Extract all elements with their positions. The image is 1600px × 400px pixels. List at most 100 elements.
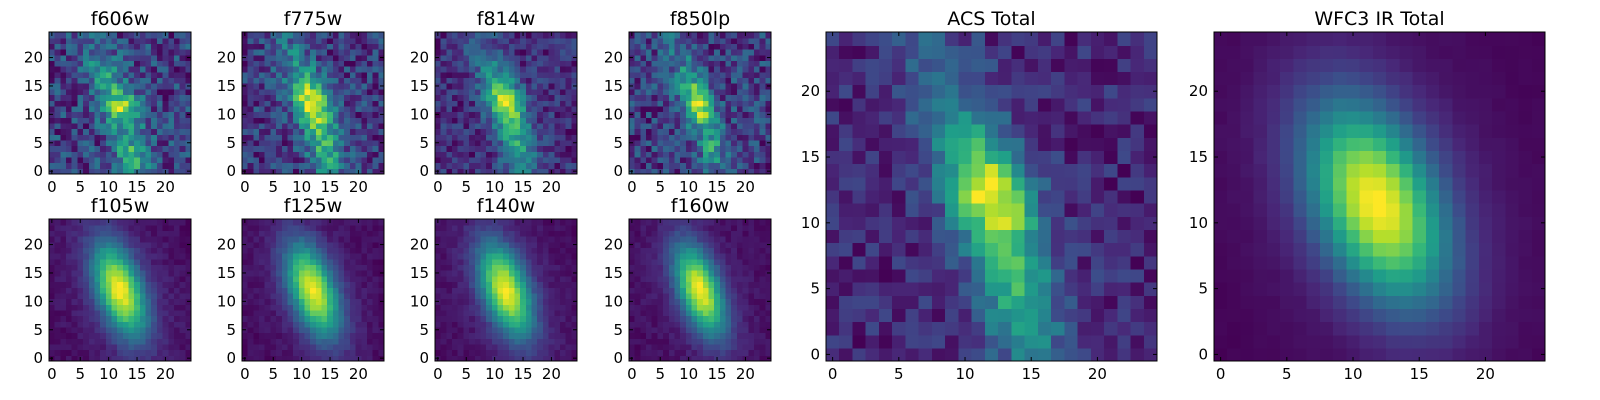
- heatmap-cell: [134, 241, 141, 248]
- heatmap-cell: [77, 270, 84, 277]
- heatmap-cell: [520, 145, 527, 152]
- heatmap-cell: [520, 230, 527, 237]
- heatmap-cell: [162, 275, 169, 283]
- heatmap-cell: [139, 224, 147, 231]
- heatmap-cell: [378, 162, 385, 169]
- heatmap-cell: [162, 343, 169, 351]
- heatmap-cell: [242, 151, 249, 158]
- heatmap-cell: [542, 60, 550, 67]
- heatmap-cell: [520, 105, 527, 113]
- heatmap-cell: [247, 230, 254, 237]
- heatmap-cell: [378, 145, 385, 152]
- heatmap-cell: [452, 281, 459, 288]
- heatmap-cell: [748, 298, 755, 305]
- heatmap-cell: [480, 304, 487, 311]
- heatmap-cell: [708, 100, 715, 107]
- heatmap-cell: [128, 258, 135, 266]
- heatmap-cell: [634, 105, 641, 113]
- heatmap-cell: [629, 338, 636, 345]
- panel-title: f814w: [477, 8, 536, 30]
- heatmap-cell: [748, 134, 755, 141]
- heatmap-cell: [634, 275, 641, 283]
- heatmap-cell: [663, 332, 670, 339]
- heatmap-cell: [168, 151, 175, 158]
- heatmap-cell: [349, 54, 357, 61]
- heatmap-cell: [725, 134, 732, 141]
- heatmap-cell: [531, 264, 538, 271]
- heatmap-cell: [344, 264, 351, 271]
- heatmap-cell: [134, 247, 141, 254]
- heatmap-cell: [640, 128, 647, 135]
- heatmap-cell: [71, 321, 78, 328]
- heatmap-cell: [565, 355, 572, 362]
- heatmap-cell: [49, 66, 56, 73]
- heatmap-cell: [463, 128, 470, 135]
- heatmap-cell: [554, 66, 561, 73]
- heatmap-cell: [139, 168, 147, 175]
- heatmap-cell: [719, 292, 727, 300]
- heatmap-cell: [634, 77, 641, 84]
- heatmap-cell: [514, 100, 521, 107]
- heatmap-cell: [151, 54, 158, 61]
- heatmap-cell: [736, 88, 744, 96]
- heatmap-cell: [372, 264, 379, 271]
- heatmap-cell: [378, 151, 385, 158]
- heatmap-cell: [657, 287, 664, 294]
- heatmap-cell: [542, 224, 550, 231]
- heatmap-cell: [542, 315, 550, 322]
- heatmap-cell: [668, 139, 676, 147]
- heatmap-cell: [537, 71, 544, 79]
- heatmap-cell: [162, 230, 169, 237]
- heatmap-cell: [742, 298, 749, 305]
- heatmap-cell: [145, 292, 152, 300]
- heatmap-cell: [304, 77, 311, 84]
- heatmap-cell: [270, 128, 277, 135]
- heatmap-cell: [344, 230, 351, 237]
- heatmap-cell: [338, 321, 345, 328]
- heatmap-cell: [298, 304, 306, 311]
- heatmap-cell: [372, 43, 379, 50]
- heatmap-cell: [247, 236, 254, 243]
- heatmap-cell: [554, 321, 561, 328]
- heatmap-cell: [503, 162, 510, 169]
- heatmap-cell: [508, 151, 516, 158]
- heatmap-cell: [691, 43, 698, 50]
- heatmap-cell: [173, 60, 181, 67]
- heatmap-cell: [697, 281, 704, 288]
- heatmap-cell: [315, 315, 323, 322]
- heatmap-cell: [247, 241, 254, 248]
- heatmap-cell: [122, 241, 130, 248]
- heatmap-cell: [145, 94, 152, 101]
- heatmap-cell: [361, 270, 368, 277]
- heatmap-cell: [156, 349, 164, 356]
- heatmap-cell: [759, 49, 766, 56]
- heatmap-cell: [663, 151, 670, 158]
- heatmap-cell: [685, 94, 693, 101]
- heatmap-cell: [361, 32, 368, 39]
- heatmap-cell: [54, 83, 61, 90]
- y-tick-label: 15: [410, 264, 429, 282]
- heatmap-cell: [162, 88, 169, 96]
- heatmap-cell: [111, 88, 118, 96]
- heatmap-cell: [298, 122, 306, 130]
- heatmap-cell: [725, 60, 732, 67]
- heatmap-cell: [293, 83, 300, 90]
- heatmap-cell: [122, 43, 130, 50]
- heatmap-cell: [366, 338, 374, 345]
- heatmap-cell: [503, 71, 510, 79]
- heatmap-cell: [554, 134, 561, 141]
- heatmap-cell: [88, 71, 96, 79]
- heatmap-cell: [162, 236, 169, 243]
- heatmap-cell: [469, 224, 476, 231]
- heatmap-cell: [100, 315, 107, 322]
- heatmap-cell: [162, 43, 169, 50]
- heatmap-cell: [88, 309, 96, 317]
- heatmap-cell: [651, 88, 658, 96]
- heatmap-cell: [145, 264, 152, 271]
- heatmap-cell: [685, 71, 693, 79]
- heatmap-cell: [128, 88, 135, 96]
- heatmap-cell: [646, 162, 653, 169]
- heatmap-cell: [514, 128, 521, 135]
- heatmap-cell: [503, 287, 510, 294]
- heatmap-cell: [719, 134, 727, 141]
